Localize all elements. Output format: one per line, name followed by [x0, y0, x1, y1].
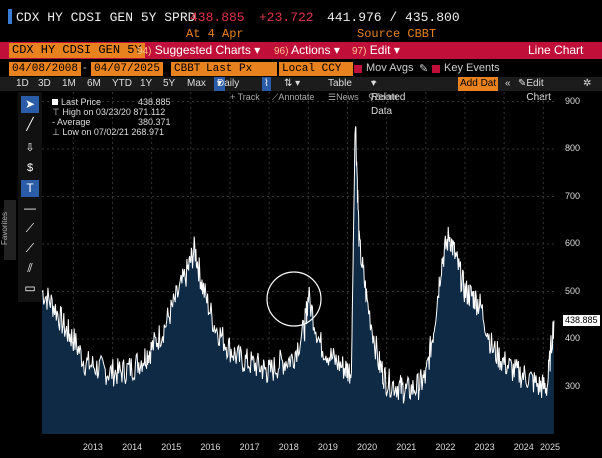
- drawing-toolbar: ➤ ╱ ⇩ $ T — ⟋ ⟋ ⫽ ▭: [18, 92, 42, 302]
- last-price-badge: 438.885: [563, 314, 600, 326]
- price-area: [42, 126, 554, 434]
- collapse-icon[interactable]: «: [505, 78, 511, 89]
- legend-average: - Average 380.371: [52, 117, 171, 127]
- cursor-icon[interactable]: ➤: [21, 96, 39, 113]
- x-tick-label: 2019: [317, 442, 338, 452]
- channel-icon[interactable]: ⫽: [27, 261, 33, 275]
- trend-line-icon[interactable]: ⟋: [25, 221, 35, 235]
- price-range: 441.976 / 435.800: [327, 10, 460, 25]
- period-1m[interactable]: 1M: [62, 78, 76, 89]
- field-selector[interactable]: Last Px: [203, 62, 277, 76]
- ticker-field[interactable]: CDX HY CDSI GEN 5Y: [9, 43, 145, 58]
- track-tool[interactable]: + Track: [230, 92, 260, 102]
- mov-avgs-label[interactable]: Mov Avgs: [366, 62, 414, 74]
- edit-menu[interactable]: 97) Edit ▾: [352, 43, 400, 57]
- source-field[interactable]: CBBT: [171, 62, 204, 76]
- chart-style-icon[interactable]: ⌇: [262, 77, 271, 91]
- suggested-charts-menu[interactable]: 94) Suggested Charts ▾: [137, 43, 261, 57]
- news-tool[interactable]: ☰ News: [328, 92, 359, 102]
- x-tick-label: 2013: [82, 442, 103, 452]
- period-1y[interactable]: 1Y: [140, 78, 153, 89]
- annotate-tool[interactable]: ⟋ Annotate: [272, 92, 315, 102]
- price-chart[interactable]: [42, 92, 557, 434]
- x-tick-label: 2023: [474, 442, 495, 452]
- legend-low: ⊥ Low on 07/02/21 268.971: [52, 127, 164, 137]
- header-accent-bar: [8, 9, 12, 24]
- y-tick-label: 300: [565, 380, 581, 391]
- legend-last-price: Last Price 438.885: [52, 97, 171, 107]
- related-data-menu[interactable]: + Related Data ▾: [371, 78, 406, 117]
- add-data-field[interactable]: Add Dat: [458, 77, 499, 91]
- chart-type-label[interactable]: Line Chart: [528, 43, 584, 57]
- y-tick-label: 400: [565, 333, 581, 343]
- x-tick-label: 2024: [513, 442, 534, 452]
- favorites-tab[interactable]: Favorites: [0, 200, 16, 260]
- at-date: At 4 Apr: [186, 27, 244, 41]
- rectangle-icon[interactable]: ▭: [24, 281, 36, 295]
- y-tick-label: 700: [565, 190, 581, 201]
- period-3d[interactable]: 3D: [38, 78, 51, 89]
- period-max[interactable]: Max: [187, 78, 206, 89]
- x-tick-label: 2022: [435, 442, 456, 452]
- currency-selector[interactable]: Local CCY: [279, 62, 353, 76]
- period-toolbar: 1D 3D 1M 6M YTD 1Y 5Y Max Daily ▾ ⌇ ⇅ ▾ …: [0, 77, 602, 117]
- y-tick-label: 900: [565, 95, 581, 106]
- x-tick-label: 2025: [540, 442, 561, 452]
- frequency-selector[interactable]: Daily ▾: [214, 77, 239, 91]
- horizontal-line-icon[interactable]: —: [24, 201, 36, 215]
- y-tick-label: 600: [565, 238, 581, 248]
- zoom-tool[interactable]: ⚲ Zoom: [368, 92, 398, 102]
- price-change: +23.722: [259, 10, 314, 25]
- source-label: Source CBBT: [357, 27, 437, 41]
- percent-icon[interactable]: ⇩: [25, 142, 35, 154]
- ray-icon[interactable]: ⟋: [25, 241, 35, 255]
- menu-bar: CDX HY CDSI GEN 5Y 94) Suggested Charts …: [0, 42, 602, 59]
- quote-info-row: At 4 Apr Source CBBT: [0, 26, 602, 42]
- table-button[interactable]: Table: [328, 78, 352, 89]
- date-range-row: 04/08/2008 - 04/07/2025 CBBT Last Px Loc…: [0, 62, 602, 77]
- favorites-label: Favorites: [0, 212, 9, 245]
- mov-avgs-checkbox[interactable]: [354, 65, 362, 73]
- legend-high: ⊤ High on 03/23/20 871.112: [52, 107, 166, 117]
- gear-icon[interactable]: ✲: [583, 78, 592, 89]
- last-price: 438.885: [190, 10, 245, 25]
- y-tick-label: 800: [565, 143, 581, 153]
- security-name: CDX HY CDSI GEN 5Y SPRD: [16, 10, 196, 25]
- period-1d[interactable]: 1D: [16, 78, 29, 89]
- actions-menu[interactable]: 96) Actions ▾: [274, 43, 340, 57]
- x-tick-label: 2014: [122, 442, 143, 452]
- period-ytd[interactable]: YTD: [112, 78, 132, 89]
- line-draw-icon[interactable]: ╱: [26, 117, 34, 131]
- x-tick-label: 2017: [239, 442, 260, 452]
- chart-legend: Last Price 438.885 ⊤ High on 03/23/20 871…: [52, 97, 171, 137]
- start-date-field[interactable]: 04/08/2008: [9, 62, 82, 76]
- chart-layout-icon[interactable]: ⇅ ▾: [284, 78, 301, 89]
- y-tick-label: 500: [565, 285, 581, 296]
- dollar-icon[interactable]: $: [26, 162, 34, 174]
- edit-chart-button[interactable]: ✎ Edit Chart: [518, 78, 551, 103]
- key-events-label[interactable]: Key Events: [444, 62, 500, 74]
- security-header: CDX HY CDSI GEN 5Y SPRD 438.885 +23.722 …: [0, 8, 602, 26]
- end-date-field[interactable]: 04/07/2025: [91, 62, 164, 76]
- period-6m[interactable]: 6M: [87, 78, 101, 89]
- date-separator: -: [83, 62, 87, 74]
- pencil-icon[interactable]: ✎: [419, 63, 429, 75]
- x-tick-label: 2018: [278, 442, 299, 452]
- period-5y[interactable]: 5Y: [163, 78, 176, 89]
- x-tick-label: 2016: [200, 442, 221, 452]
- highlight-circle: [266, 271, 322, 327]
- x-tick-label: 2021: [396, 442, 417, 452]
- price-line: [42, 126, 555, 404]
- x-tick-label: 2015: [161, 442, 182, 452]
- text-tool-icon[interactable]: T: [21, 180, 39, 197]
- x-tick-label: 2020: [357, 442, 378, 452]
- key-events-checkbox[interactable]: [432, 65, 440, 73]
